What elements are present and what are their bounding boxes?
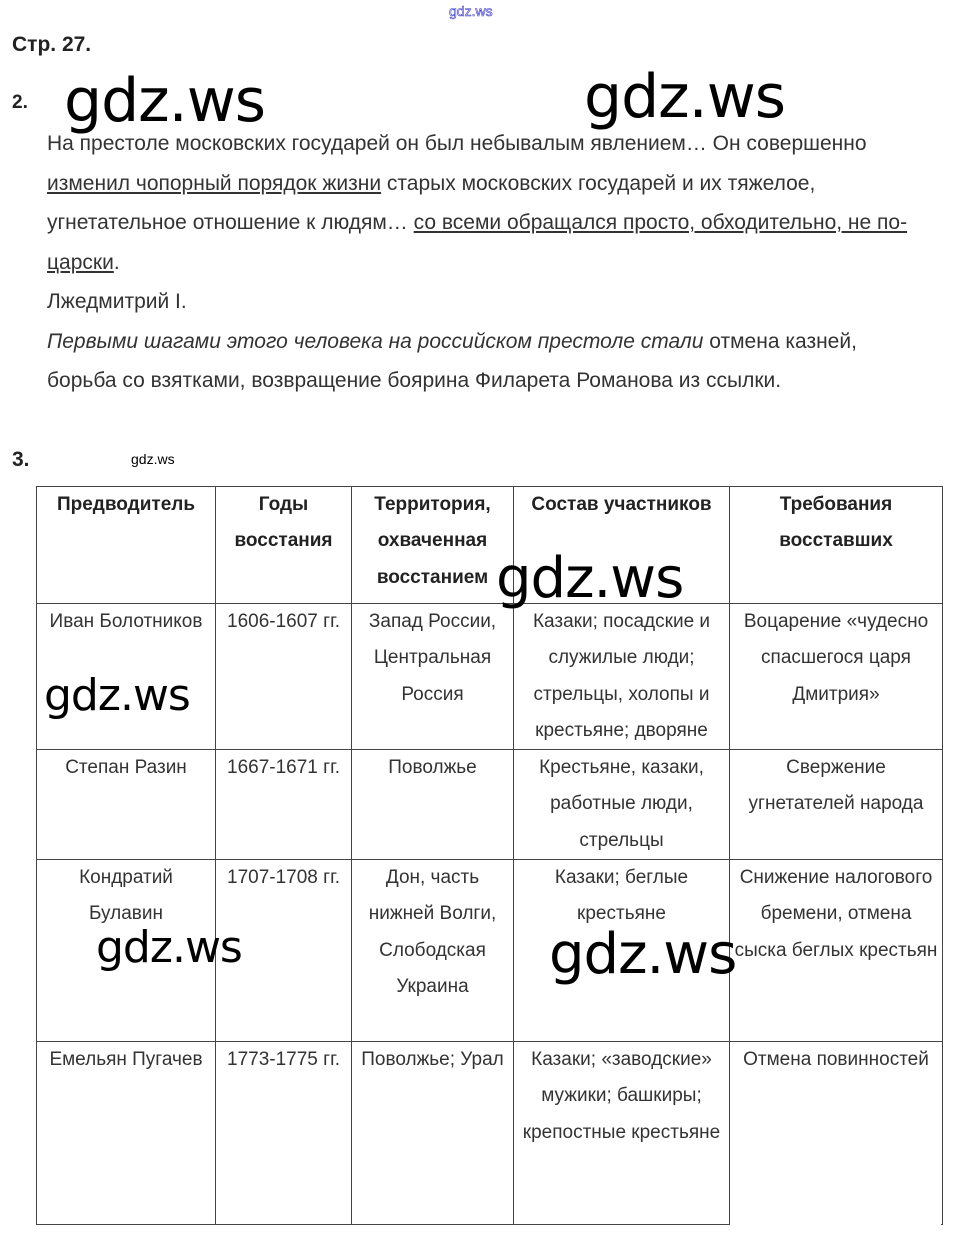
cell-years: 1707-1708 гг. [215, 859, 352, 1043]
header-years: Годы восстания [215, 486, 352, 604]
watermark: gdz.ws [584, 62, 786, 132]
header-participants: Состав участников [513, 486, 730, 604]
cell-participants: Казаки; посадские и служилые люди; стрел… [513, 602, 730, 751]
watermark: gdz.ws [64, 66, 266, 136]
cell-years: 1773-1775 гг. [215, 1041, 352, 1226]
text-segment: На престоле московских государей он был … [47, 132, 867, 155]
watermark: gdz.ws [96, 922, 243, 973]
cell-years: 1606-1607 гг. [215, 602, 352, 751]
task-2-number: 2. [12, 92, 28, 113]
text-segment: старых московских государей и их тяжелое… [47, 171, 816, 235]
continuation-paragraph: Первыми шагами этого человека на российс… [47, 329, 857, 393]
page-number: Стр. 27. [12, 33, 92, 56]
watermark: gdz.ws [44, 670, 191, 721]
cell-leader: Емельян Пугачев [36, 1041, 216, 1226]
quote-paragraph: На престоле московских государей он был … [47, 124, 927, 282]
uprisings-table: Предводитель Годы восстания Территория, … [36, 486, 943, 1226]
cell-leader: Степан Разин [36, 749, 216, 861]
table-header: Предводитель Годы восстания Территория, … [36, 486, 943, 604]
cell-territory: Поволжье; Урал [351, 1041, 514, 1226]
watermark-top: gdz.ws [449, 3, 493, 20]
task-3-number: 3. [12, 448, 30, 471]
header-demands: Требования восставших [729, 486, 943, 604]
cell-participants: Крестьяне, казаки, работные люди, стрель… [513, 749, 730, 861]
text-segment: . [113, 250, 120, 274]
header-territory: Территория, охваченная восстанием [351, 486, 514, 604]
watermark: gdz.ws [496, 546, 684, 611]
cell-years: 1667-1671 гг. [215, 749, 352, 861]
scan-gap [730, 1166, 941, 1226]
underlined-phrase: со всеми обращался просто, обходительно,… [47, 211, 908, 274]
cell-territory: Поволжье [351, 749, 514, 861]
cell-demands: Свержение угнетателей народа [729, 749, 943, 861]
cell-leader: Кондратий Булавин [36, 859, 216, 1043]
watermark: gdz.ws [549, 922, 737, 987]
cell-participants: Казаки; «заводские» мужики; башкиры; кре… [513, 1041, 730, 1226]
cell-territory: Дон, часть нижней Волги, Слободская Укра… [351, 859, 514, 1043]
cell-demands: Снижение налогового бремени, отмена сыск… [729, 859, 943, 1043]
table-row: Кондратий Булавин 1707-1708 гг. Дон, часть… [36, 859, 943, 1043]
table-row: Емельян Пугачев 1773-1775 гг. Поволжье; Ур… [36, 1041, 943, 1226]
cell-territory: Запад России, Центральная Россия [351, 602, 514, 751]
cell-leader: Иван Болотников [36, 602, 216, 751]
task-3-watermark-label: gdz.ws [131, 451, 175, 467]
cell-demands: Воцарение «чудесно спасшегося царя Дмитр… [729, 602, 943, 751]
underlined-phrase: изменил чопорный порядок жизни [47, 171, 382, 195]
cell-participants: Казаки; беглые крестьяне [513, 859, 730, 1043]
table-row: Степан Разин 1667-1671 гг. Поволжье Крестья… [36, 749, 943, 861]
table-row: Иван Болотников 1606-1607 гг. Запад России… [36, 602, 943, 751]
header-leader: Предводитель [36, 486, 216, 604]
task-2-text: На престоле московских государей он был … [47, 124, 927, 401]
answer: Лжедмитрий I. [47, 290, 187, 313]
